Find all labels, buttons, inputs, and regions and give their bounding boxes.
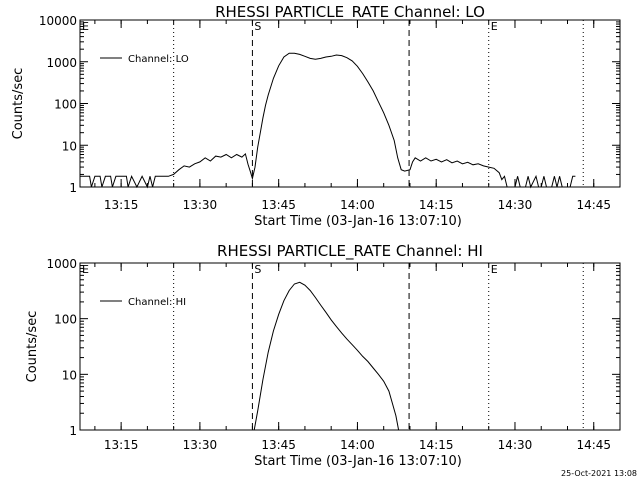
x-tick-label: 14:00 [340,198,375,212]
x-axis-label: Start Time (03-Jan-16 13:07:10) [254,454,462,469]
x-tick-label: 14:00 [340,438,375,452]
legend-label: Channel: HI [128,297,186,308]
x-tick-label: 14:45 [576,198,611,212]
y-tick-label: 100 [54,313,77,327]
x-tick-label: 13:45 [261,438,296,452]
x-tick-label: 13:30 [183,438,218,452]
chart-title: RHESSI PARTICLE_RATE Channel: LO [215,3,485,22]
x-tick-label: 14:15 [419,198,454,212]
plot-frame [79,262,621,431]
x-tick-label: 14:30 [498,438,533,452]
plot-frame [79,19,621,188]
event-marker-label: S [254,20,261,33]
x-tick-label: 14:45 [576,438,611,452]
x-tick-label: 13:15 [104,198,139,212]
y-axis-label: Counts/sec [11,68,26,140]
y-tick-label: 1 [69,181,77,195]
x-axis-label: Start Time (03-Jan-16 13:07:10) [254,214,462,229]
y-tick-label: 10 [62,368,77,382]
x-tick-label: 13:30 [183,198,218,212]
x-tick-label: 14:30 [498,198,533,212]
event-marker-label: E [82,20,89,33]
x-tick-label: 13:45 [261,198,296,212]
y-tick-label: 1 [69,424,77,438]
y-axis-label: Counts/sec [25,311,40,383]
x-tick-label: 14:15 [419,438,454,452]
event-marker-label: E [82,263,89,276]
legend-label: Channel: LO [128,54,189,65]
y-tick-label: 10000 [39,14,77,28]
series-line [80,52,576,189]
event-marker-label: S [254,263,261,276]
chart-title: RHESSI PARTICLE_RATE Channel: HI [217,242,483,261]
y-tick-label: 1000 [46,56,77,70]
event-marker-label: E [491,263,498,276]
y-tick-label: 10 [62,139,77,153]
series-line [253,281,400,431]
footer-timestamp: 25-Oct-2021 13:08 [561,469,637,478]
x-tick-label: 13:15 [104,438,139,452]
event-marker-label: E [491,20,498,33]
y-tick-label: 1000 [46,257,77,271]
y-tick-label: 100 [54,98,77,112]
chart-panel-1: RHESSI PARTICLE_RATE Channel: LO 1 10 100 10… [11,3,621,229]
chart-panel-2: RHESSI PARTICLE_RATE Channel: HI 1 10 100 10… [25,242,621,469]
